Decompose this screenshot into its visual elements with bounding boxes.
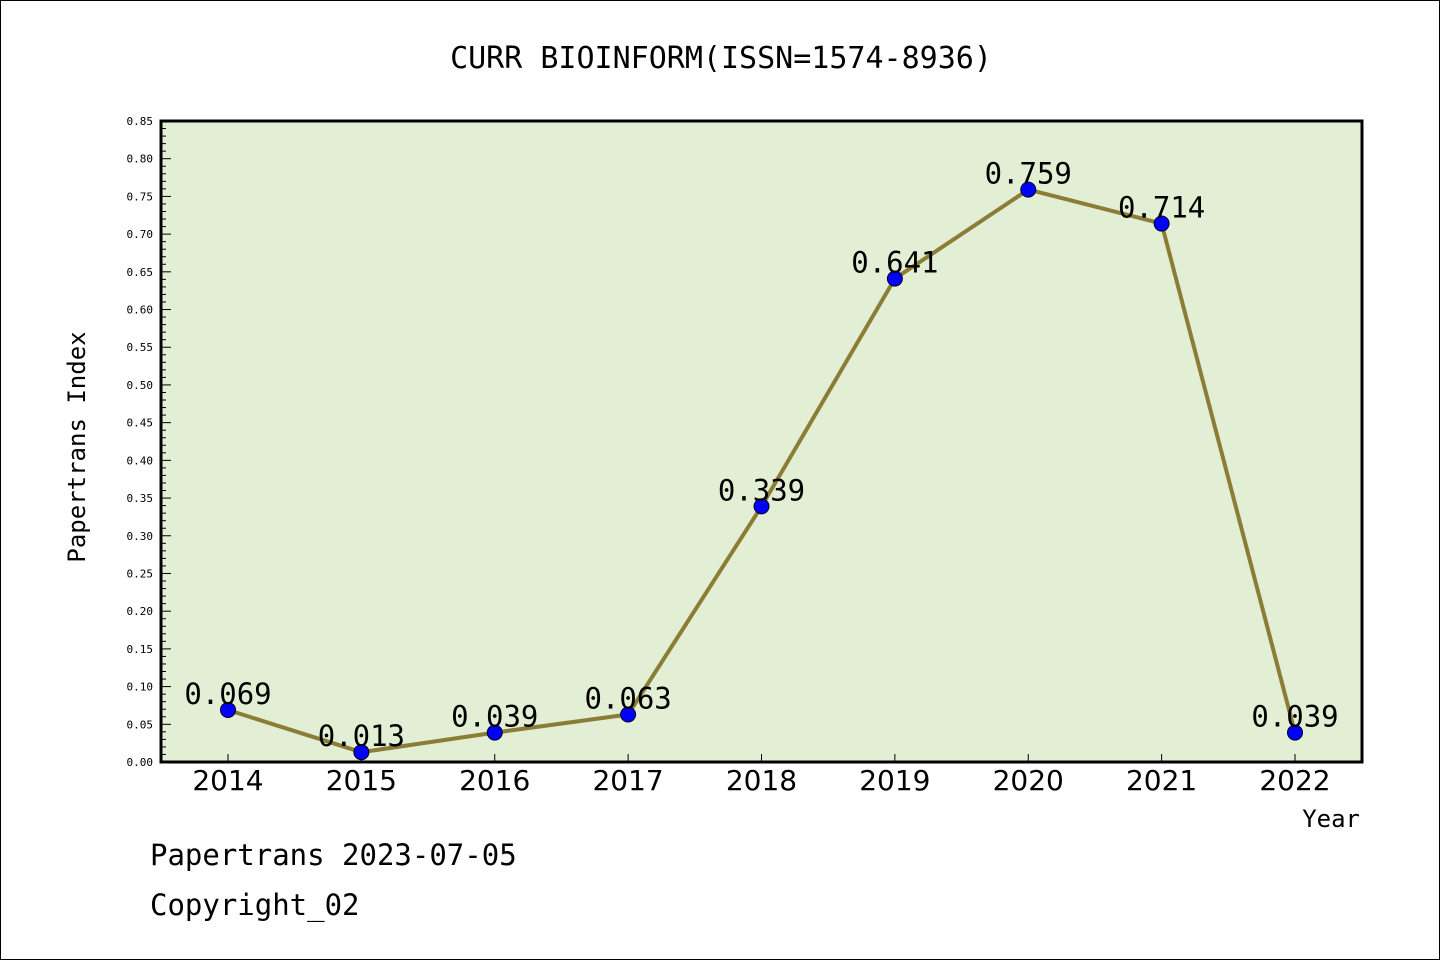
y-tick-label: 0.20 — [127, 605, 154, 618]
x-tick-label: 2015 — [326, 764, 397, 797]
y-tick-label: 0.55 — [127, 341, 154, 354]
y-tick-label: 0.05 — [127, 718, 154, 731]
data-labels: 0.069 0.013 0.039 0.063 0.339 0.641 0.759 0.714… — [184, 157, 1338, 754]
y-tick-label: 0.70 — [127, 228, 154, 241]
x-tick-label: 2016 — [459, 764, 530, 797]
data-point — [753, 498, 770, 515]
y-tick-label: 0.30 — [127, 530, 154, 543]
data-label: 0.641 — [851, 246, 938, 280]
data-point-markers — [220, 181, 1303, 761]
data-label: 0.063 — [584, 681, 671, 715]
footer-date: Papertrans 2023-07-05 — [150, 838, 517, 872]
data-label: 0.039 — [1251, 700, 1338, 734]
y-tick-label: 0.85 — [127, 115, 154, 128]
data-point — [486, 724, 503, 741]
y-tick-label: 0.00 — [127, 756, 154, 769]
y-tick-label: 0.35 — [127, 492, 154, 505]
y-tick-label: 0.80 — [127, 153, 154, 166]
data-label: 0.039 — [451, 700, 538, 734]
y-axis-tick-labels: 0.00 0.05 0.10 0.15 0.20 0.25 0.30 0.35 0.40 0.45… — [127, 115, 154, 769]
data-point — [1287, 724, 1303, 741]
x-tick-label: 2020 — [993, 764, 1064, 797]
y-tick-label: 0.45 — [127, 417, 154, 430]
y-tick-label: 0.15 — [127, 643, 154, 656]
plot-border — [159, 119, 1364, 764]
x-tick-label: 2022 — [1259, 764, 1330, 797]
x-axis-tick-labels: 2014 2015 2016 2017 2018 2019 2020 2021 2022 — [192, 764, 1330, 797]
data-point — [220, 701, 236, 718]
data-label: 0.069 — [184, 677, 271, 711]
y-tick-label: 0.40 — [127, 454, 154, 467]
x-tick-label: 2021 — [1126, 764, 1197, 797]
data-label: 0.714 — [1118, 191, 1205, 225]
data-point — [620, 706, 637, 723]
x-tick-label: 2018 — [726, 764, 797, 797]
y-tick-label: 0.65 — [127, 266, 154, 279]
footer-copyright: Copyright_02 — [150, 888, 360, 923]
data-label: 0.339 — [718, 473, 805, 507]
x-tick-label: 2017 — [592, 764, 663, 797]
data-label: 0.013 — [318, 719, 405, 753]
y-tick-label: 0.10 — [127, 681, 154, 694]
y-tick-label: 0.75 — [127, 190, 154, 203]
y-axis-label: Papertrans Index — [63, 331, 91, 562]
x-axis-label: Year — [1302, 805, 1360, 833]
y-tick-label: 0.25 — [127, 567, 154, 580]
chart-title: CURR BIOINFORM(ISSN=1574-8936) — [450, 41, 992, 76]
x-tick-label: 2014 — [192, 764, 263, 797]
data-point — [353, 744, 370, 761]
y-tick-label: 0.50 — [127, 379, 154, 392]
data-point — [886, 270, 903, 287]
data-label: 0.759 — [985, 157, 1072, 191]
data-point — [1020, 181, 1037, 198]
x-tick-label: 2019 — [859, 764, 930, 797]
y-tick-label: 0.60 — [127, 304, 154, 317]
data-point — [1153, 215, 1170, 232]
